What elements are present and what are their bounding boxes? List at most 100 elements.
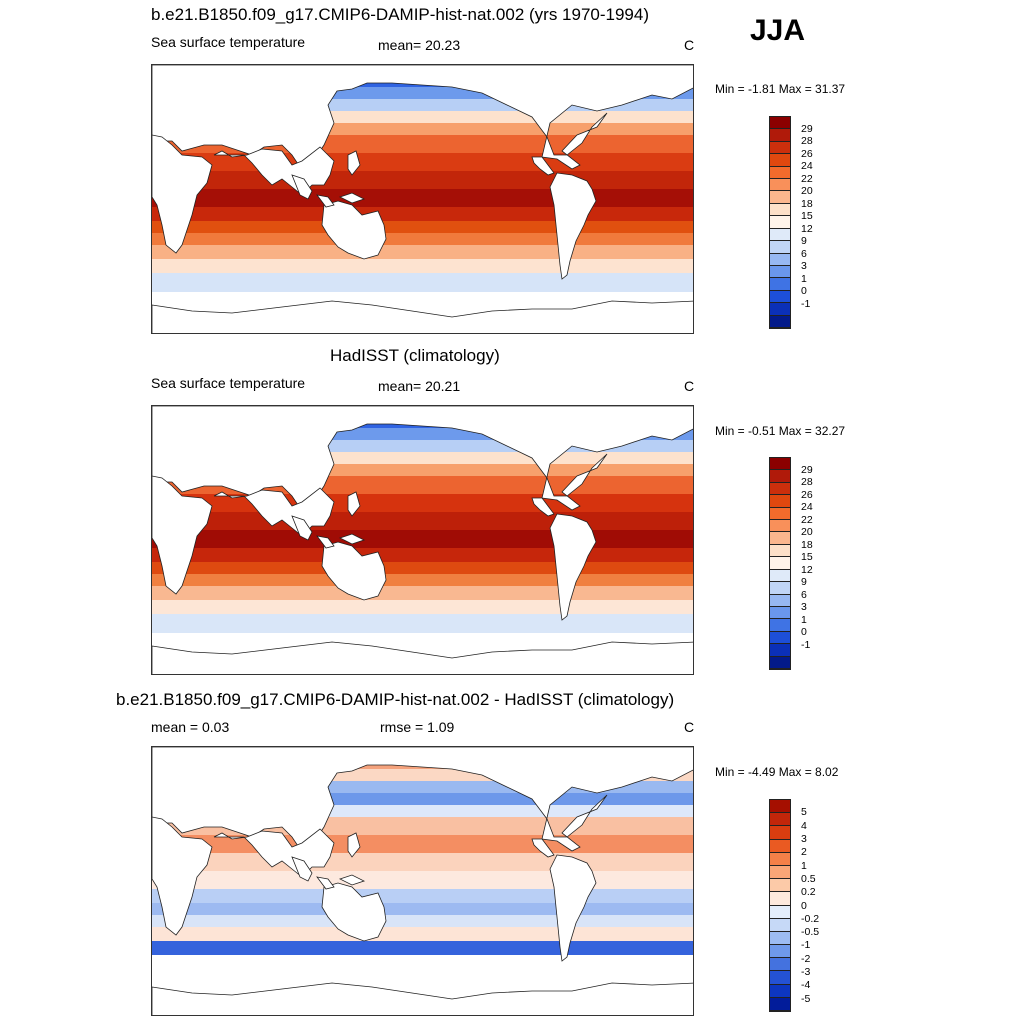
- colorbar-label: -1: [801, 939, 811, 952]
- colorbar-label: 15: [801, 551, 813, 564]
- colorbar-label: -3: [801, 966, 811, 979]
- panel-1-mean-label: mean= 20.23: [378, 37, 461, 53]
- colorbar-swatch: [770, 141, 790, 155]
- landmass-outline: [316, 194, 335, 208]
- colorbar-label: -0.2: [801, 912, 820, 925]
- colorbar-swatch: [770, 166, 790, 180]
- colorbar-swatch: [770, 594, 790, 607]
- field-band: [152, 207, 693, 222]
- colorbar-swatch: [770, 582, 790, 595]
- colorbar-label: 22: [801, 513, 813, 526]
- field-band: [152, 259, 693, 274]
- colorbar-swatch: [770, 303, 790, 316]
- panel-1-minmax: Min = -1.81 Max = 31.37: [715, 82, 846, 96]
- landmass-outline: [316, 535, 335, 549]
- colorbar-swatch: [770, 315, 790, 328]
- colorbar-swatch: [770, 482, 790, 496]
- colorbar-label: 5: [801, 806, 807, 819]
- colorbar-swatch: [770, 879, 790, 893]
- colorbar-label: 0: [801, 285, 807, 298]
- colorbar-swatch: [770, 905, 790, 919]
- field-band: [152, 871, 693, 890]
- panel-2-landmasses: [152, 406, 693, 674]
- landmass-outline: [152, 641, 693, 674]
- colorbar-label: 2: [801, 846, 807, 859]
- field-band: [152, 171, 693, 190]
- colorbar-swatch: [770, 495, 790, 508]
- landmass-outline: [152, 816, 213, 936]
- colorbar-swatch: [770, 290, 790, 304]
- landmass-outline: [316, 876, 335, 890]
- colorbar-swatch: [770, 154, 790, 167]
- colorbar-swatch: [770, 216, 790, 229]
- field-band: [152, 903, 693, 916]
- panel-3-minmax: Min = -4.49 Max = 8.02: [715, 765, 839, 779]
- colorbar-label: 9: [801, 576, 807, 589]
- colorbar-swatch: [770, 265, 790, 279]
- field-band: [152, 853, 693, 872]
- panel-2-colorbar: [769, 457, 791, 670]
- colorbar-label: 0.2: [801, 886, 816, 899]
- colorbar-label: -5: [801, 992, 811, 1005]
- colorbar-swatch: [770, 117, 790, 130]
- colorbar-label: 1: [801, 613, 807, 626]
- landmass-outline: [291, 174, 313, 200]
- colorbar-label: 3: [801, 832, 807, 845]
- colorbar-swatch: [770, 644, 790, 657]
- panel-3-title: b.e21.B1850.f09_g17.CMIP6-DAMIP-hist-nat…: [116, 690, 675, 709]
- panel-3-map-svg: [152, 747, 693, 1015]
- colorbar-label: 6: [801, 588, 807, 601]
- colorbar-swatch: [770, 918, 790, 932]
- landmass-outline: [531, 838, 555, 858]
- panel-1-map: [151, 64, 694, 334]
- colorbar-label: 29: [801, 122, 813, 135]
- panel-3-units-label: C: [684, 719, 695, 735]
- field-band: [152, 189, 693, 208]
- colorbar-label: 28: [801, 135, 813, 148]
- landmass-outline: [152, 475, 213, 595]
- colorbar-label: 20: [801, 185, 813, 198]
- landmass-outline: [549, 172, 597, 280]
- colorbar-label: 29: [801, 463, 813, 476]
- landmass-outline: [291, 856, 313, 882]
- panel-2-title: HadISST (climatology): [330, 346, 500, 365]
- colorbar-label: 26: [801, 147, 813, 160]
- colorbar-swatch: [770, 520, 790, 533]
- landmass-outline: [531, 497, 555, 517]
- field-band: [152, 586, 693, 601]
- colorbar-label: 28: [801, 476, 813, 489]
- colorbar-swatch: [770, 813, 790, 827]
- colorbar-swatch: [770, 971, 790, 985]
- landmass-outline: [549, 854, 597, 962]
- colorbar-label: 1: [801, 272, 807, 285]
- colorbar-label: 9: [801, 235, 807, 248]
- colorbar-label: 0: [801, 626, 807, 639]
- field-band: [152, 600, 693, 615]
- panel-1-map-svg: [152, 65, 693, 333]
- colorbar-swatch: [770, 656, 790, 669]
- panel-2-units-label: C: [684, 378, 695, 394]
- landmass-outline: [347, 491, 361, 517]
- colorbar-swatch: [770, 253, 790, 266]
- colorbar-swatch: [770, 557, 790, 570]
- panel-3-landmasses: [152, 747, 693, 1015]
- field-band: [152, 273, 693, 292]
- field-band: [152, 889, 693, 904]
- field-band: [152, 530, 693, 549]
- colorbar-label: -1: [801, 638, 811, 651]
- colorbar-swatch: [770, 470, 790, 483]
- landmass-outline: [338, 533, 366, 545]
- panel-2-variable-label: Sea surface temperature: [151, 375, 306, 391]
- colorbar-label: 26: [801, 488, 813, 501]
- field-band: [152, 955, 693, 974]
- colorbar-swatch: [770, 892, 790, 906]
- colorbar-label: -1: [801, 297, 811, 310]
- colorbar-label: 1: [801, 859, 807, 872]
- landmass-outline: [549, 513, 597, 621]
- colorbar-swatch: [770, 179, 790, 192]
- field-band: [152, 221, 693, 234]
- panel-2-map: [151, 405, 694, 675]
- colorbar-label: 3: [801, 601, 807, 614]
- colorbar-swatch: [770, 228, 790, 242]
- panel-3-rmse-label: rmse = 1.09: [380, 719, 455, 735]
